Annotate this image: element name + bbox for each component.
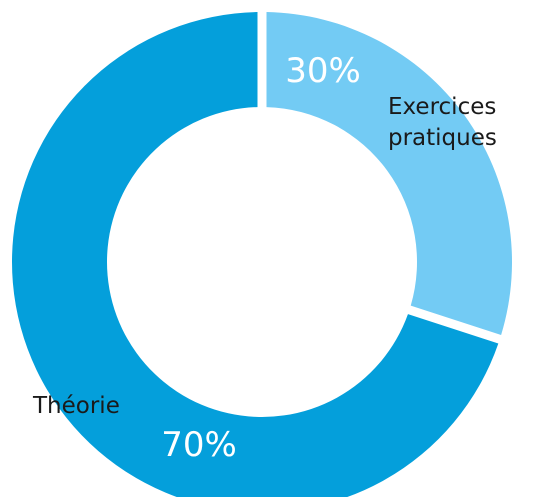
slice-value-label-theorie: 70% — [161, 425, 237, 465]
slice-exercices-pratiques — [266, 12, 513, 335]
slice-value-label-exercices: 30% — [285, 51, 361, 91]
category-label-theorie: Théorie — [32, 393, 120, 419]
donut-slices — [12, 12, 513, 497]
slice-theorie — [12, 12, 499, 497]
donut-labels: 30% 70% Exercices pratiques Théorie — [32, 51, 497, 465]
category-label-exercices-line2: pratiques — [388, 125, 497, 151]
category-label-exercices-line1: Exercices — [388, 94, 496, 120]
